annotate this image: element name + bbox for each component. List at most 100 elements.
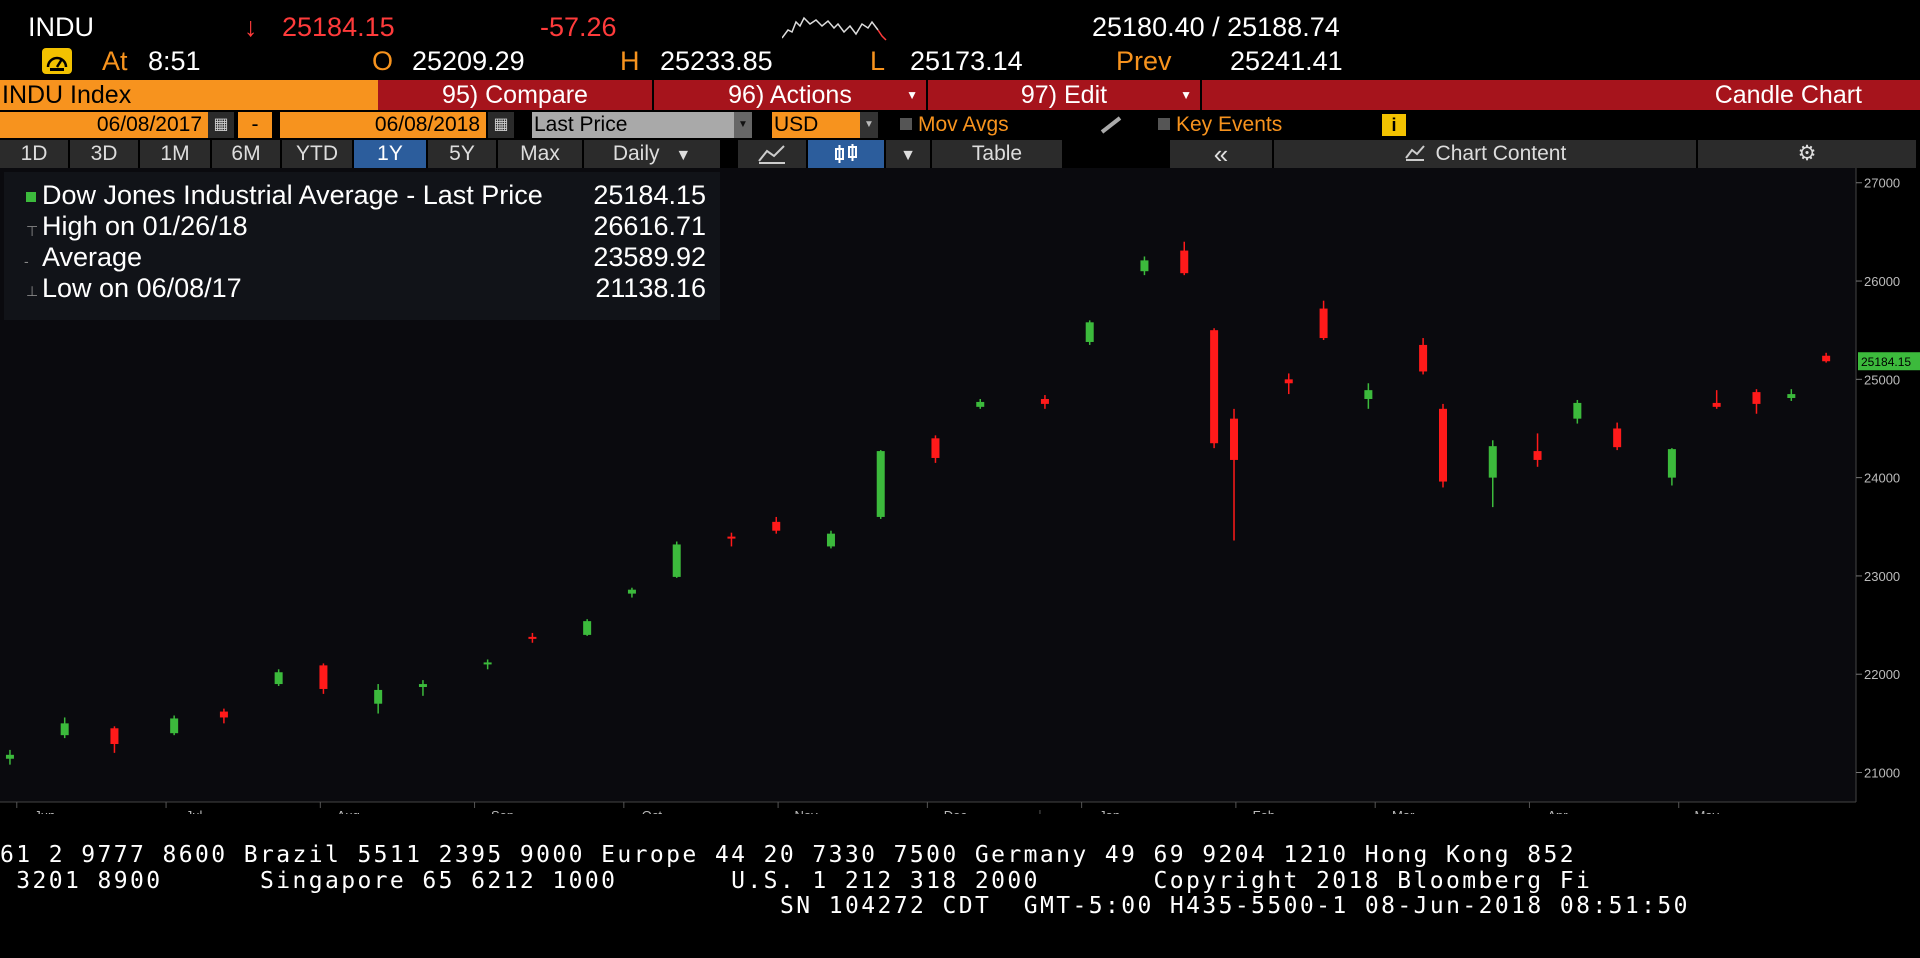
last-price: 25184.15: [282, 12, 395, 42]
legend-series-value: 25184.15: [593, 180, 706, 210]
x-tick-label: Oct: [642, 808, 663, 814]
x-tick-label: Jun: [34, 808, 55, 814]
chevron-down-icon[interactable]: ▼: [860, 112, 878, 138]
period-tab-3d[interactable]: 3D: [70, 140, 138, 168]
candle-body: [418, 684, 427, 687]
x-tick-label: Jan: [1099, 808, 1120, 814]
gauge-icon[interactable]: [42, 48, 72, 74]
x-tick-label: May: [1694, 808, 1719, 814]
period-tab-5y[interactable]: 5Y: [428, 140, 496, 168]
chart-style-dropdown[interactable]: ▼: [886, 140, 930, 168]
calendar-icon[interactable]: ▦: [208, 112, 234, 138]
toolbar: INDU Index 95) Compare 96) Actions ▼ 97)…: [0, 80, 1920, 110]
candle-body: [528, 636, 537, 639]
checkbox-icon: [900, 118, 912, 130]
legend-high-value: 26616.71: [593, 211, 706, 241]
candle-body: [274, 672, 283, 685]
field-select-value: Last Price: [534, 113, 628, 136]
compare-button[interactable]: 95) Compare: [378, 80, 652, 110]
candle-body: [1712, 402, 1721, 407]
info-icon[interactable]: i: [1382, 114, 1406, 136]
table-button[interactable]: Table: [932, 140, 1062, 168]
key-events-checkbox[interactable]: Key Events: [1158, 112, 1282, 138]
y-tick-label: 22000: [1864, 667, 1900, 682]
y-tick-label: 25000: [1864, 372, 1900, 387]
candle-body: [5, 754, 14, 759]
y-tick-label: 27000: [1864, 176, 1900, 191]
candle-body: [1787, 394, 1796, 399]
prev-price: 25241.41: [1230, 46, 1343, 76]
collapse-icon: «: [1213, 139, 1229, 169]
start-date-input[interactable]: 06/08/2017: [0, 112, 208, 138]
candle-body: [876, 451, 885, 517]
legend-average-label: Average: [42, 242, 143, 272]
line-chart-button[interactable]: [738, 140, 806, 168]
compare-label: 95) Compare: [442, 81, 588, 109]
x-tick-label: Apr: [1547, 808, 1568, 814]
x-tick-label: Nov: [795, 808, 819, 814]
low-label: L: [870, 46, 886, 76]
high-price: 25233.85: [660, 46, 773, 76]
bid-ask: 25180.40 / 25188.74: [1092, 12, 1340, 42]
candle-body: [931, 438, 940, 458]
period-tab-1m[interactable]: 1M: [140, 140, 210, 168]
field-select[interactable]: Last Price: [532, 112, 734, 138]
ticker-symbol: INDU: [28, 12, 94, 42]
collapse-button[interactable]: «: [1170, 140, 1272, 168]
currency-value: USD: [774, 113, 819, 136]
period-tab-6m[interactable]: 6M: [212, 140, 280, 168]
table-label: Table: [971, 142, 1023, 165]
candle-body: [1085, 322, 1094, 342]
settings-button[interactable]: ⚙: [1698, 140, 1916, 168]
candle-body: [1284, 379, 1293, 384]
period-tab-1d[interactable]: 1D: [0, 140, 68, 168]
low-marker-icon: ⊥: [26, 283, 39, 299]
edit-menu[interactable]: 97) Edit ▼: [928, 80, 1200, 110]
y-tick-label: 23000: [1864, 569, 1900, 584]
candle-body: [583, 621, 592, 635]
x-tick-label: Dec: [944, 808, 968, 814]
mov-avgs-checkbox[interactable]: Mov Avgs: [900, 112, 1009, 138]
chart-content-button[interactable]: Chart Content: [1274, 140, 1696, 168]
legend-high-label: High on 01/26/18: [42, 211, 248, 241]
footer-line-1: 61 2 9777 8600 Brazil 5511 2395 9000 Eur…: [0, 842, 1576, 868]
candle-body: [1439, 408, 1448, 482]
candle-body: [1613, 428, 1622, 448]
candle-body: [772, 521, 781, 531]
candle-body: [1419, 344, 1428, 372]
chevron-down-icon: ▼: [1180, 88, 1192, 102]
candle-chart-button[interactable]: [808, 140, 884, 168]
frequency-label: Daily: [612, 142, 660, 165]
currency-select[interactable]: USD: [772, 112, 860, 138]
end-date-input[interactable]: 06/08/2018: [280, 112, 486, 138]
chevron-down-icon[interactable]: ▼: [734, 112, 752, 138]
open-price: 25209.29: [412, 46, 525, 76]
prev-label: Prev: [1116, 46, 1172, 76]
candle-body: [1533, 451, 1542, 460]
candle-body: [1040, 398, 1049, 404]
frequency-select[interactable]: Daily ▼: [584, 140, 720, 168]
edit-label: 97) Edit: [1020, 81, 1108, 109]
period-tab-1y[interactable]: 1Y: [354, 140, 426, 168]
candle-body: [1140, 260, 1149, 272]
at-time: 8:51: [148, 46, 201, 76]
candle-body: [672, 544, 681, 577]
chart-content-icon: [1404, 145, 1425, 161]
high-label: H: [620, 46, 640, 76]
pencil-icon[interactable]: [1098, 114, 1124, 136]
calendar-icon[interactable]: ▦: [488, 112, 514, 138]
period-tabs: 1D 3D 1M 6M YTD 1Y 5Y Max Daily ▼ ▼ Table « Cha…: [0, 140, 1920, 168]
chart-type-field[interactable]: Candle Chart: [1202, 80, 1920, 110]
candle-body: [1752, 392, 1761, 404]
period-tab-ytd[interactable]: YTD: [282, 140, 352, 168]
chart-type-label: Candle Chart: [1714, 81, 1862, 109]
candle-body: [219, 711, 228, 718]
candle-body: [1488, 446, 1497, 478]
chevron-down-icon: ▼: [906, 88, 918, 102]
security-field[interactable]: INDU Index: [0, 80, 378, 110]
period-tab-max[interactable]: Max: [498, 140, 582, 168]
y-tick-label: 21000: [1864, 766, 1900, 781]
actions-menu[interactable]: 96) Actions ▼: [654, 80, 926, 110]
candle-body: [1210, 330, 1219, 444]
footer-line-2: 3201 8900 Singapore 65 6212 1000 U.S. 1 …: [0, 868, 1593, 894]
